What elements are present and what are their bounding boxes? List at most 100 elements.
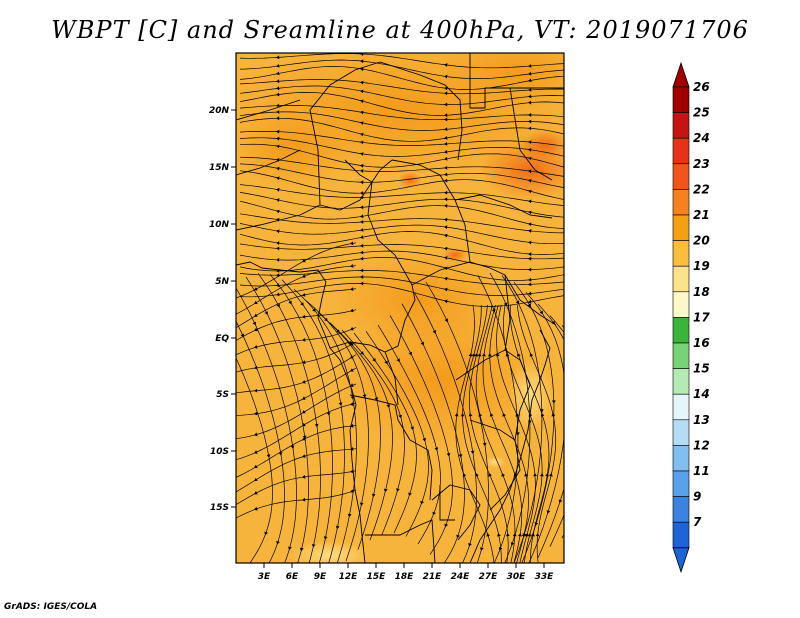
streamline-arrow: [360, 351, 364, 355]
streamline-arrow: [571, 492, 575, 496]
streamline-arrow: [432, 330, 436, 334]
streamline-arrow: [276, 209, 280, 214]
map-area: [229, 53, 626, 563]
streamline-arrow: [254, 491, 258, 495]
lon-tick-label: 18E: [395, 572, 415, 582]
streamline: [239, 163, 564, 188]
lon-tick-label: 6E: [286, 572, 299, 582]
streamline-arrow: [290, 445, 295, 449]
colorbar-label: 14: [693, 387, 710, 401]
streamline-arrow: [302, 437, 306, 441]
colorbar-swatch: [672, 521, 690, 549]
lon-tick-label: 30E: [507, 572, 527, 582]
streamline-arrow: [528, 178, 532, 183]
colorbar-label: 23: [693, 157, 710, 171]
streamline-arrow: [528, 100, 532, 105]
streamline-arrow: [444, 172, 448, 177]
streamline-arrow: [360, 220, 364, 224]
streamline-arrow: [456, 534, 460, 539]
streamline-arrow: [276, 166, 280, 171]
streamline-arrow: [528, 148, 532, 152]
streamline-arrow: [505, 353, 510, 357]
streamline-arrow: [588, 354, 591, 358]
streamline: [475, 304, 516, 563]
streamline-arrow: [528, 126, 532, 131]
streamline-arrow: [360, 228, 364, 232]
streamline-arrow: [323, 536, 328, 540]
streamline-arrow: [517, 353, 521, 357]
streamline-arrow: [360, 59, 364, 64]
colorbar-swatch: [672, 419, 690, 446]
streamline-arrow: [533, 473, 537, 477]
streamline-arrow: [276, 292, 280, 297]
colorbar-label: 18: [693, 285, 710, 299]
streamline-arrow: [420, 341, 424, 346]
streamline: [239, 170, 564, 200]
colorbar-label: 11: [693, 464, 710, 478]
streamline-arrow: [444, 217, 448, 222]
streamline-arrow: [350, 423, 354, 428]
colorbar-label: 15: [693, 362, 710, 376]
streamline-arrow: [454, 413, 459, 417]
streamline-arrow: [302, 258, 306, 263]
streamline-arrow: [276, 283, 280, 288]
streamline-arrow: [266, 454, 271, 458]
streamline-arrow: [302, 293, 306, 297]
lon-tick-label: 3E: [258, 572, 271, 582]
streamline-arrow: [302, 410, 306, 414]
streamline-arrow: [524, 473, 528, 477]
colorbar-top-arrow: [672, 61, 690, 88]
lat-tick-label: EQ: [215, 334, 229, 344]
streamline-arrow: [383, 488, 388, 493]
streamline-arrow: [408, 492, 412, 497]
streamline-arrow: [360, 268, 364, 273]
colorbar-swatch: [672, 214, 690, 241]
streamline-arrow: [468, 543, 472, 547]
colorbar-label: 9: [693, 490, 701, 504]
colorbar-swatch: [672, 470, 690, 497]
chart-title: WBPT [C] and Sreamline at 400hPa, VT: 20…: [51, 16, 749, 44]
streamline: [239, 223, 564, 245]
streamline-arrow: [276, 241, 280, 245]
streamline-arrow: [276, 273, 280, 278]
streamline-arrow: [528, 199, 532, 204]
streamline-arrow: [360, 180, 364, 185]
streamline-arrow: [276, 198, 280, 202]
colorbar-swatch: [672, 445, 690, 472]
streamline-arrow: [501, 473, 505, 477]
streamline: [239, 250, 564, 270]
streamline-arrow: [254, 450, 258, 454]
streamline-arrow: [350, 368, 354, 372]
streamline-arrow: [396, 358, 400, 362]
streamline: [239, 200, 564, 229]
streamline-arrow: [528, 229, 532, 233]
streamline-arrow: [360, 99, 364, 104]
streamline-arrow: [528, 94, 532, 99]
streamline-arrow: [229, 345, 232, 349]
streamline-arrow: [299, 547, 304, 552]
streamline-arrow: [347, 513, 352, 518]
streamline-arrow: [528, 282, 532, 287]
streamline-arrow: [444, 102, 448, 107]
streamline-arrow: [276, 246, 280, 251]
streamline: [586, 333, 626, 534]
streamline: [239, 257, 564, 281]
streamline-arrow: [254, 327, 258, 332]
streamline: [239, 105, 564, 121]
colorbar-label: 19: [693, 259, 710, 273]
streamline-arrow: [444, 318, 448, 323]
streamline-arrow: [528, 267, 532, 272]
streamline-arrow: [372, 358, 376, 362]
streamline-arrow: [444, 156, 448, 161]
streamline-arrow: [460, 413, 465, 417]
streamline-arrow: [583, 488, 587, 492]
streamline-arrow: [434, 447, 439, 451]
streamline-arrow: [528, 210, 532, 215]
streamline-arrow: [410, 426, 414, 431]
streamline-arrow: [360, 214, 364, 219]
streamline-arrow: [477, 353, 482, 357]
streamline: [239, 117, 564, 142]
streamline-arrow: [444, 197, 448, 202]
streamline: [509, 304, 550, 563]
lon-tick-label: 24E: [451, 572, 471, 582]
